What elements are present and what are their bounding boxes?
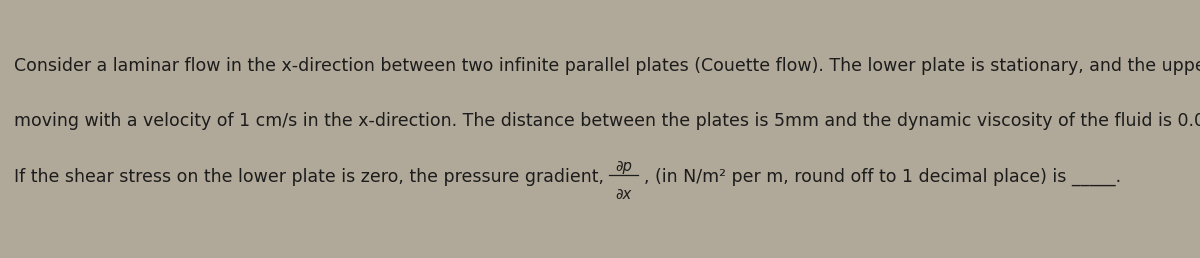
Text: ∂x: ∂x — [616, 187, 631, 201]
Text: moving with a velocity of 1 cm/s in the x-direction. The distance between the pl: moving with a velocity of 1 cm/s in the … — [14, 112, 1200, 130]
Text: , (in N/m² per m, round off to 1 decimal place) is _____.: , (in N/m² per m, round off to 1 decimal… — [644, 168, 1121, 186]
Text: ∂p: ∂p — [616, 159, 632, 174]
Text: If the shear stress on the lower plate is zero, the pressure gradient,: If the shear stress on the lower plate i… — [14, 168, 608, 186]
Text: Consider a laminar flow in the x-direction between two infinite parallel plates : Consider a laminar flow in the x-directi… — [14, 57, 1200, 75]
